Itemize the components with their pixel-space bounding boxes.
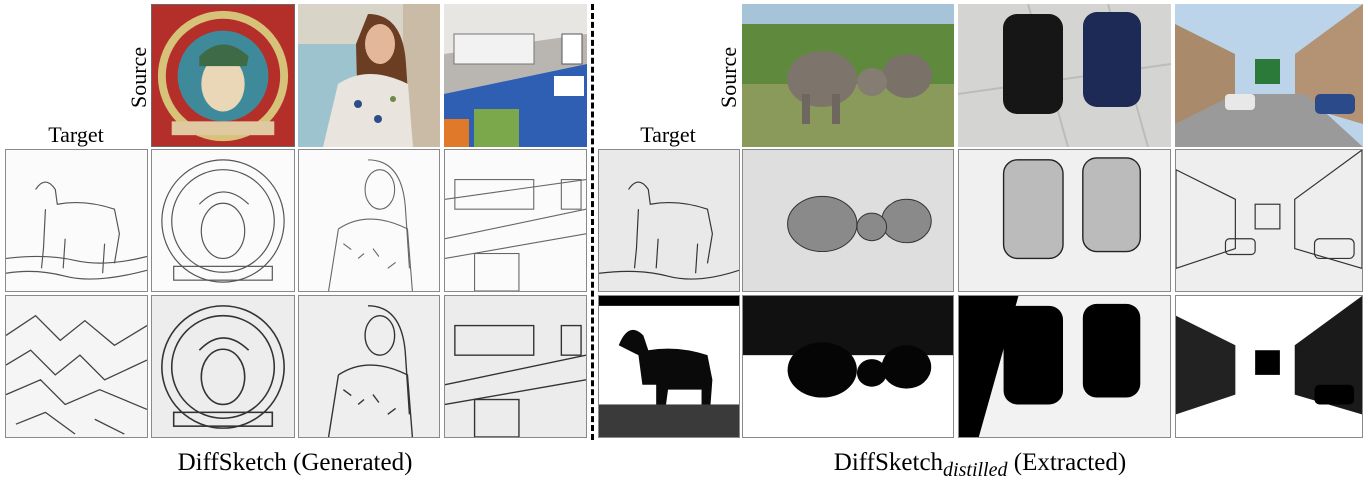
left-source-room <box>444 4 587 147</box>
right-source-label: Source <box>716 46 741 108</box>
left-room-sketch-2 <box>444 295 587 438</box>
right-caption-main: DiffSketch <box>833 449 944 476</box>
right-source-bags <box>958 4 1171 147</box>
left-source-poster <box>151 4 295 147</box>
right-street-dark <box>1175 295 1363 438</box>
left-woman-sketch-2 <box>298 295 440 438</box>
right-target-horse-dark <box>598 295 740 438</box>
left-target-label: Target <box>48 122 104 147</box>
panel-divider <box>591 4 594 440</box>
left-target-mountains-sketch <box>5 295 148 438</box>
left-room-sketch-1 <box>444 149 587 292</box>
right-elephants-dark <box>742 295 954 438</box>
right-elephants-sketch-1 <box>742 149 954 292</box>
left-source-label: Source <box>126 46 151 108</box>
right-caption-tail: (Extracted) <box>1007 449 1127 476</box>
right-bags-sketch-1 <box>958 149 1171 292</box>
left-caption: DiffSketch (Generated) <box>177 449 413 476</box>
right-caption: DiffSketchdistilled (Extracted) <box>745 449 1215 481</box>
right-street-sketch-1 <box>1175 149 1363 292</box>
right-bags-dark <box>958 295 1171 438</box>
right-source-street <box>1175 4 1363 147</box>
right-source-elephants <box>742 4 954 147</box>
left-target-horse-sketch <box>5 149 148 292</box>
right-target-label: Target <box>640 122 696 147</box>
left-poster-sketch-1 <box>151 149 295 292</box>
right-caption-subscript: distilled <box>943 459 1008 481</box>
left-source-woman <box>298 4 440 147</box>
left-poster-sketch-2 <box>151 295 295 438</box>
left-woman-sketch-1 <box>298 149 440 292</box>
right-target-horse-sketch <box>598 149 740 292</box>
